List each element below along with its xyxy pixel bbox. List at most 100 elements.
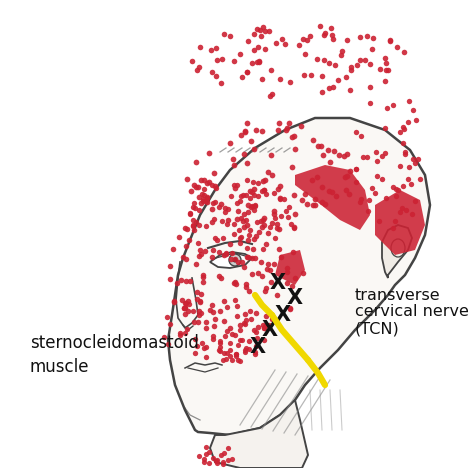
Point bbox=[231, 279, 238, 286]
Point bbox=[274, 186, 282, 193]
Point bbox=[206, 149, 213, 156]
Point bbox=[275, 119, 283, 127]
Point bbox=[256, 27, 264, 34]
Point bbox=[200, 344, 208, 352]
Point bbox=[233, 312, 240, 320]
Point bbox=[254, 334, 261, 342]
Point bbox=[244, 159, 251, 167]
Point bbox=[255, 58, 263, 65]
Point bbox=[202, 318, 210, 325]
Point bbox=[282, 207, 290, 215]
Point bbox=[173, 280, 181, 287]
Point bbox=[346, 167, 354, 174]
Text: X: X bbox=[287, 288, 303, 308]
Point bbox=[346, 190, 353, 198]
Point bbox=[288, 134, 295, 141]
Point bbox=[270, 210, 278, 218]
Point bbox=[189, 221, 196, 228]
Point bbox=[407, 180, 414, 188]
Point bbox=[319, 199, 326, 206]
Point bbox=[181, 224, 189, 232]
Point bbox=[226, 352, 234, 360]
Point bbox=[213, 56, 220, 63]
Point bbox=[243, 221, 251, 228]
Point bbox=[194, 240, 202, 247]
Point bbox=[195, 193, 202, 201]
Point bbox=[268, 278, 275, 286]
Point bbox=[196, 43, 204, 51]
Point bbox=[246, 195, 254, 202]
Point bbox=[221, 209, 228, 216]
Point bbox=[399, 139, 407, 146]
Point bbox=[220, 449, 228, 457]
Point bbox=[218, 55, 226, 63]
Point bbox=[216, 249, 223, 256]
Point bbox=[166, 320, 173, 327]
Point bbox=[343, 37, 350, 44]
Point bbox=[210, 216, 218, 223]
Point bbox=[209, 308, 217, 315]
Point bbox=[193, 295, 201, 303]
Point bbox=[347, 64, 355, 71]
Point bbox=[324, 146, 331, 154]
Point bbox=[164, 340, 172, 347]
Point bbox=[299, 270, 307, 277]
Point bbox=[234, 207, 241, 215]
Point bbox=[246, 227, 254, 234]
Point bbox=[244, 236, 251, 243]
Point bbox=[393, 43, 401, 50]
Point bbox=[299, 36, 307, 43]
Point bbox=[242, 311, 249, 318]
Point bbox=[269, 90, 276, 98]
Point bbox=[181, 305, 188, 312]
Point bbox=[382, 54, 389, 62]
Point bbox=[230, 220, 237, 228]
Point bbox=[402, 206, 410, 213]
Point bbox=[208, 253, 216, 261]
Point bbox=[260, 186, 267, 193]
Point bbox=[198, 251, 205, 258]
Point bbox=[266, 224, 273, 231]
Point bbox=[366, 99, 374, 106]
Point bbox=[238, 258, 246, 265]
Point bbox=[182, 242, 190, 249]
Point bbox=[319, 151, 327, 159]
Point bbox=[227, 255, 235, 262]
Point bbox=[243, 176, 251, 183]
Point bbox=[237, 336, 244, 344]
Point bbox=[273, 221, 281, 228]
Point bbox=[250, 185, 258, 193]
Point bbox=[346, 87, 354, 94]
Point bbox=[261, 45, 268, 52]
Point bbox=[220, 30, 228, 37]
Point bbox=[169, 245, 176, 252]
Point bbox=[253, 328, 260, 336]
Point bbox=[260, 337, 267, 344]
Point bbox=[195, 206, 202, 213]
Point bbox=[231, 181, 238, 188]
Point bbox=[271, 234, 279, 242]
Point bbox=[241, 129, 249, 136]
Point bbox=[252, 343, 260, 350]
Point bbox=[190, 222, 197, 230]
Point bbox=[340, 152, 347, 160]
Point bbox=[290, 132, 298, 139]
Point bbox=[262, 313, 270, 320]
Point bbox=[311, 196, 319, 203]
Point bbox=[389, 183, 397, 190]
Point bbox=[268, 315, 275, 323]
Point bbox=[320, 31, 328, 39]
Point bbox=[343, 173, 351, 180]
Point bbox=[250, 30, 257, 38]
Point bbox=[237, 197, 244, 205]
Point bbox=[200, 458, 207, 466]
Point bbox=[283, 126, 290, 133]
Point bbox=[332, 192, 340, 199]
Point bbox=[373, 149, 380, 156]
Point bbox=[368, 45, 376, 53]
Point bbox=[400, 48, 408, 56]
Point bbox=[194, 318, 201, 326]
Point bbox=[189, 307, 196, 315]
Point bbox=[184, 307, 192, 314]
Point bbox=[222, 249, 230, 256]
